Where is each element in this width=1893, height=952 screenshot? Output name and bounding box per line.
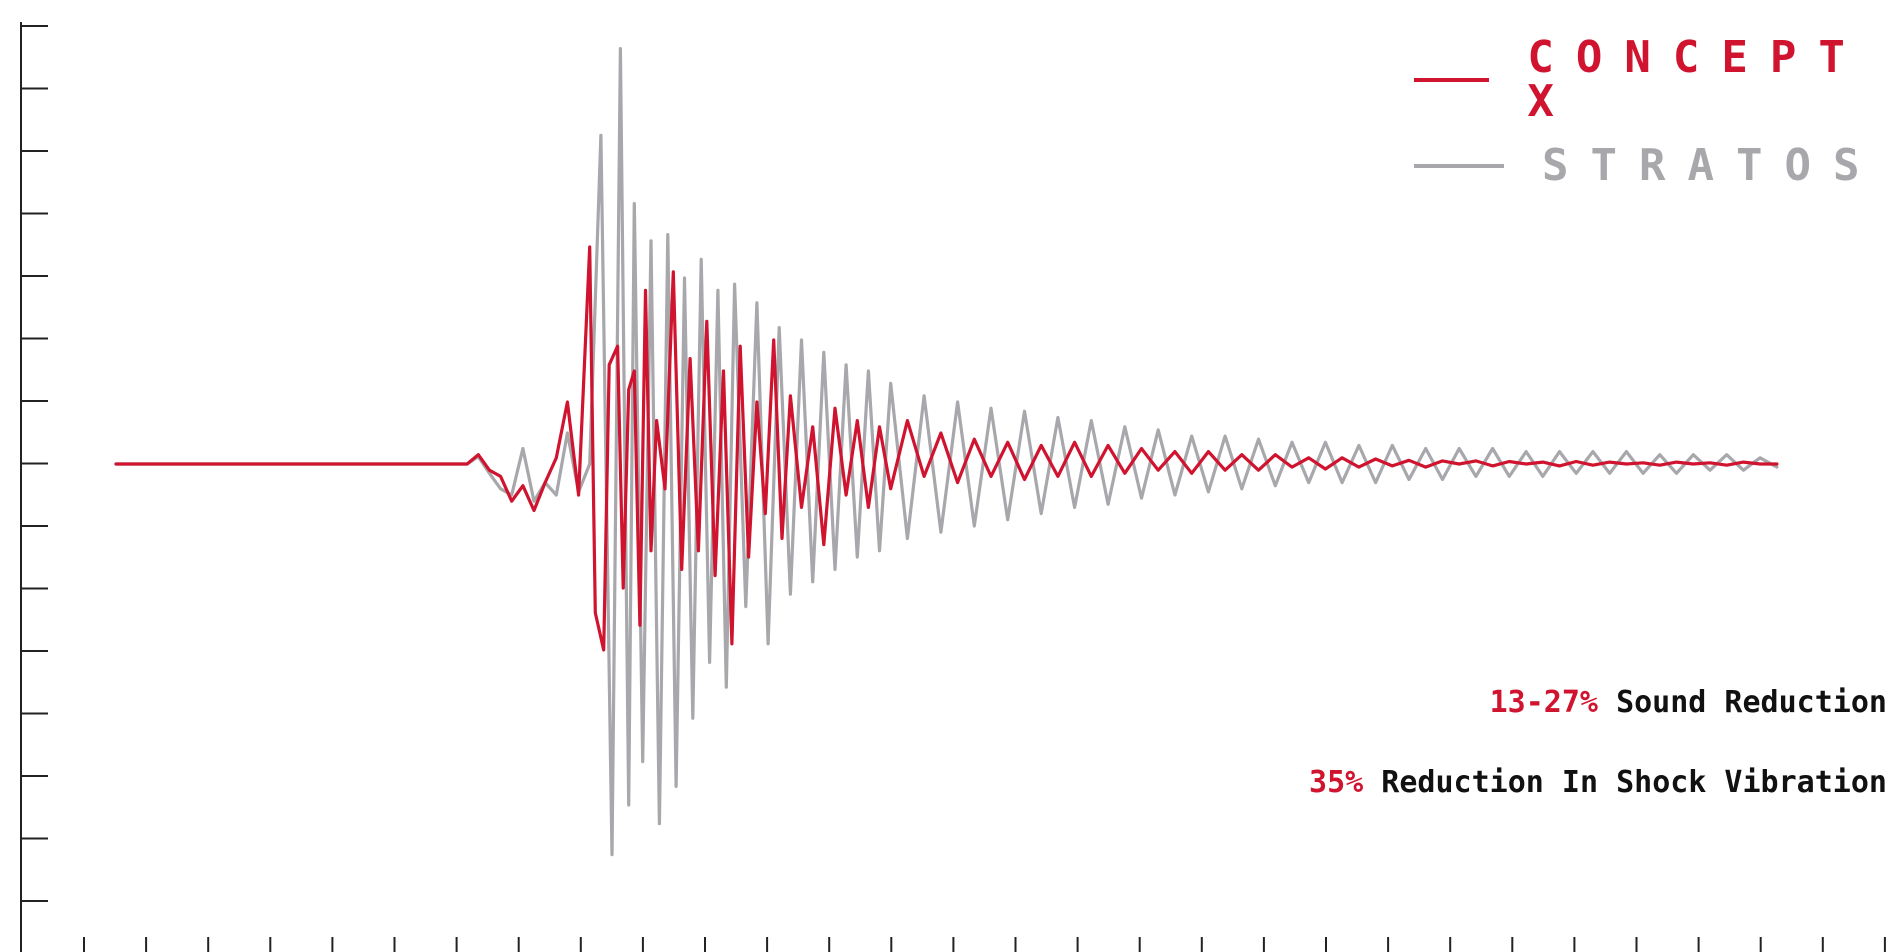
annotation-sound-reduction: 13-27% Sound Reduction [1490,685,1887,720]
series-line-concept-x [114,245,1779,652]
annotation-shock-text: Reduction In Shock Vibration [1381,765,1887,800]
legend-label-stratos: STRATOS [1542,140,1882,191]
series-line-stratos [114,46,1779,857]
series-layer [114,46,1779,857]
annotation-shock-vibration: 35% Reduction In Shock Vibration [1309,765,1887,800]
legend-item-stratos: STRATOS [1414,144,1881,188]
legend-label-concept-x: CONCEPT X [1527,32,1867,127]
annotation-shock-highlight: 35% [1309,765,1364,800]
annotation-sound-text: Sound Reduction [1616,685,1887,720]
chart-axes [20,22,1886,952]
legend-swatch-concept-x [1414,78,1490,82]
annotation-sound-highlight: 13-27% [1489,685,1598,720]
legend-item-concept-x: CONCEPT X [1414,36,1893,124]
legend-swatch-stratos [1414,164,1504,168]
